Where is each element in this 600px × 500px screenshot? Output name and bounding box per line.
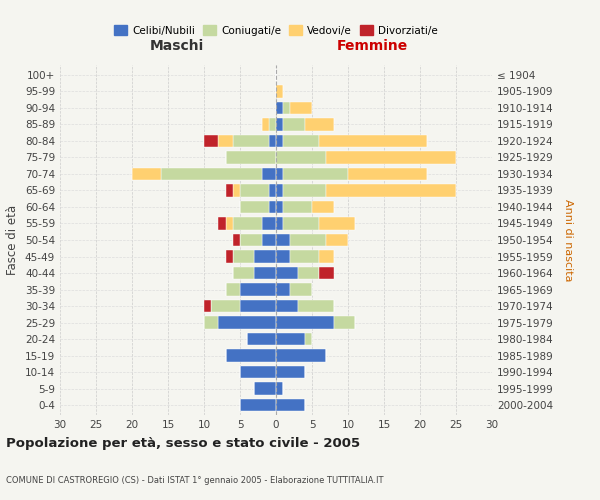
- Bar: [290, 250, 319, 262]
- Bar: [276, 366, 305, 378]
- Bar: [233, 218, 262, 230]
- Bar: [211, 300, 240, 312]
- Bar: [319, 135, 427, 147]
- Bar: [226, 250, 233, 262]
- Bar: [276, 102, 283, 114]
- Bar: [334, 316, 355, 328]
- Text: COMUNE DI CASTROREGIO (CS) - Dati ISTAT 1° gennaio 2005 - Elaborazione TUTTITALI: COMUNE DI CASTROREGIO (CS) - Dati ISTAT …: [6, 476, 383, 485]
- Bar: [283, 118, 305, 130]
- Bar: [240, 399, 276, 411]
- Text: Popolazione per età, sesso e stato civile - 2005: Popolazione per età, sesso e stato civil…: [6, 437, 360, 450]
- Bar: [276, 250, 290, 262]
- Text: Maschi: Maschi: [150, 38, 204, 52]
- Bar: [240, 366, 276, 378]
- Bar: [240, 201, 269, 213]
- Bar: [326, 152, 456, 164]
- Bar: [312, 201, 334, 213]
- Bar: [262, 168, 276, 180]
- Bar: [305, 333, 312, 345]
- Bar: [262, 234, 276, 246]
- Bar: [269, 201, 276, 213]
- Bar: [298, 300, 334, 312]
- Bar: [276, 135, 283, 147]
- Legend: Celibi/Nubili, Coniugati/e, Vedovi/e, Divorziati/e: Celibi/Nubili, Coniugati/e, Vedovi/e, Di…: [110, 21, 442, 40]
- Bar: [276, 399, 305, 411]
- Bar: [276, 333, 305, 345]
- Bar: [276, 234, 290, 246]
- Bar: [204, 135, 218, 147]
- Bar: [298, 267, 319, 279]
- Bar: [290, 102, 312, 114]
- Bar: [254, 267, 276, 279]
- Bar: [204, 316, 218, 328]
- Bar: [269, 118, 276, 130]
- Bar: [276, 316, 334, 328]
- Bar: [233, 135, 269, 147]
- Bar: [226, 184, 233, 196]
- Bar: [283, 135, 319, 147]
- Bar: [226, 152, 276, 164]
- Bar: [262, 118, 269, 130]
- Bar: [276, 218, 283, 230]
- Bar: [240, 300, 276, 312]
- Bar: [276, 201, 283, 213]
- Bar: [276, 382, 283, 395]
- Bar: [283, 168, 348, 180]
- Bar: [240, 284, 276, 296]
- Bar: [319, 267, 334, 279]
- Bar: [240, 184, 269, 196]
- Bar: [269, 184, 276, 196]
- Bar: [233, 234, 240, 246]
- Bar: [276, 168, 283, 180]
- Bar: [240, 234, 262, 246]
- Bar: [326, 184, 456, 196]
- Bar: [348, 168, 427, 180]
- Bar: [132, 168, 161, 180]
- Bar: [269, 135, 276, 147]
- Bar: [233, 184, 240, 196]
- Bar: [254, 382, 276, 395]
- Bar: [226, 284, 240, 296]
- Bar: [254, 250, 276, 262]
- Bar: [305, 118, 334, 130]
- Bar: [218, 135, 233, 147]
- Bar: [283, 201, 312, 213]
- Bar: [276, 284, 290, 296]
- Bar: [226, 350, 276, 362]
- Bar: [247, 333, 276, 345]
- Bar: [276, 300, 298, 312]
- Bar: [283, 218, 319, 230]
- Bar: [276, 85, 283, 98]
- Bar: [226, 218, 233, 230]
- Bar: [276, 152, 326, 164]
- Bar: [283, 102, 290, 114]
- Bar: [218, 316, 276, 328]
- Bar: [218, 218, 226, 230]
- Bar: [319, 218, 355, 230]
- Bar: [290, 234, 326, 246]
- Bar: [262, 218, 276, 230]
- Bar: [233, 267, 254, 279]
- Y-axis label: Anni di nascita: Anni di nascita: [563, 198, 573, 281]
- Bar: [283, 184, 326, 196]
- Bar: [290, 284, 312, 296]
- Bar: [326, 234, 348, 246]
- Bar: [276, 267, 298, 279]
- Bar: [276, 184, 283, 196]
- Bar: [276, 350, 326, 362]
- Text: Femmine: Femmine: [337, 38, 407, 52]
- Bar: [233, 250, 254, 262]
- Y-axis label: Fasce di età: Fasce di età: [7, 205, 19, 275]
- Bar: [161, 168, 262, 180]
- Bar: [204, 300, 211, 312]
- Bar: [319, 250, 334, 262]
- Bar: [276, 118, 283, 130]
